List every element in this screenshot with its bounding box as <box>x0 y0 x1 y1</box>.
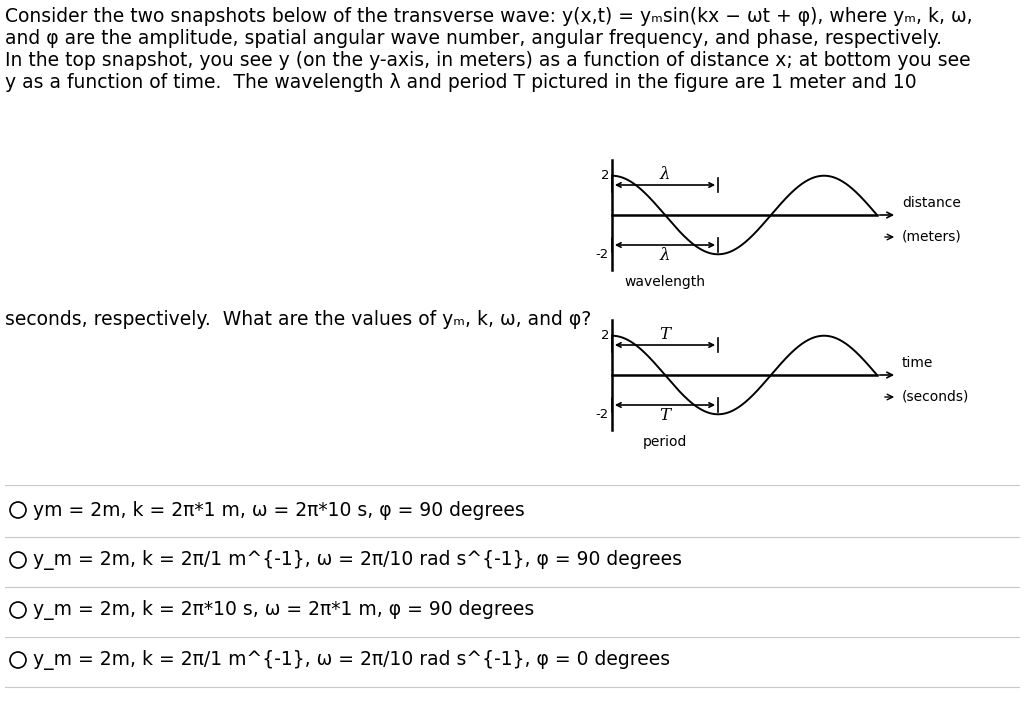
Text: In the top snapshot, you see y (on the y-axis, in meters) as a function of dista: In the top snapshot, you see y (on the y… <box>5 51 971 70</box>
Text: -2: -2 <box>596 248 609 261</box>
Text: wavelength: wavelength <box>625 275 706 289</box>
Text: λ: λ <box>659 247 671 264</box>
Text: distance: distance <box>902 196 961 210</box>
Text: -2: -2 <box>596 408 609 421</box>
Text: (seconds): (seconds) <box>902 390 970 404</box>
Text: seconds, respectively.  What are the values of yₘ, k, ω, and φ?: seconds, respectively. What are the valu… <box>5 310 591 329</box>
Text: and φ are the amplitude, spatial angular wave number, angular frequency, and pha: and φ are the amplitude, spatial angular… <box>5 29 942 48</box>
Text: y_m = 2m, k = 2π*10 s, ω = 2π*1 m, φ = 90 degrees: y_m = 2m, k = 2π*10 s, ω = 2π*1 m, φ = 9… <box>33 600 535 620</box>
Text: time: time <box>902 356 933 370</box>
Text: y as a function of time.  The wavelength λ and period T pictured in the figure a: y as a function of time. The wavelength … <box>5 73 916 92</box>
Text: y_m = 2m, k = 2π/1 m^{-1}, ω = 2π/10 rad s^{-1}, φ = 0 degrees: y_m = 2m, k = 2π/1 m^{-1}, ω = 2π/10 rad… <box>33 650 670 670</box>
Text: y_m = 2m, k = 2π/1 m^{-1}, ω = 2π/10 rad s^{-1}, φ = 90 degrees: y_m = 2m, k = 2π/1 m^{-1}, ω = 2π/10 rad… <box>33 550 682 570</box>
Text: T: T <box>659 326 671 343</box>
Text: period: period <box>643 435 687 449</box>
Text: (meters): (meters) <box>902 230 962 244</box>
Text: 2: 2 <box>600 169 609 182</box>
Text: Consider the two snapshots below of the transverse wave: y(x,t) = yₘsin(kx − ωt : Consider the two snapshots below of the … <box>5 7 973 26</box>
Text: T: T <box>659 407 671 424</box>
Text: λ: λ <box>659 166 671 183</box>
Text: ym = 2m, k = 2π*1 m, ω = 2π*10 s, φ = 90 degrees: ym = 2m, k = 2π*1 m, ω = 2π*10 s, φ = 90… <box>33 500 524 520</box>
Text: 2: 2 <box>600 329 609 342</box>
